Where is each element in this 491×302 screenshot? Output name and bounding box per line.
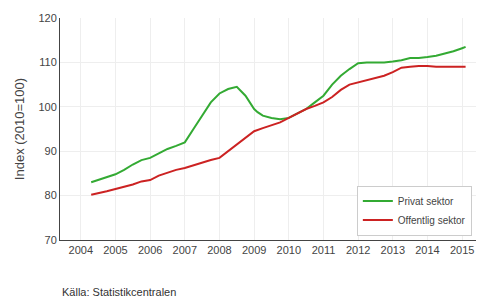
svg-text:2009: 2009 — [242, 244, 266, 256]
svg-text:Offentlig sektor: Offentlig sektor — [398, 215, 466, 226]
svg-text:110: 110 — [39, 56, 57, 68]
svg-text:2015: 2015 — [450, 244, 474, 256]
svg-text:90: 90 — [45, 145, 57, 157]
svg-text:2008: 2008 — [207, 244, 231, 256]
svg-text:2012: 2012 — [346, 244, 370, 256]
svg-text:2004: 2004 — [69, 244, 93, 256]
svg-text:2011: 2011 — [312, 244, 336, 256]
svg-text:70: 70 — [45, 234, 57, 246]
svg-text:120: 120 — [38, 12, 56, 24]
svg-text:100: 100 — [38, 101, 56, 113]
svg-text:2007: 2007 — [173, 244, 197, 256]
svg-text:2005: 2005 — [103, 244, 127, 256]
svg-text:Privat sektor: Privat sektor — [398, 196, 454, 207]
svg-text:2006: 2006 — [138, 244, 162, 256]
svg-text:Källa: Statistikcentralen: Källa: Statistikcentralen — [62, 286, 176, 298]
svg-text:2013: 2013 — [381, 244, 405, 256]
svg-text:80: 80 — [45, 189, 57, 201]
svg-text:2014: 2014 — [415, 244, 439, 256]
svg-text:2010: 2010 — [277, 244, 301, 256]
svg-text:Index (2010=100): Index (2010=100) — [12, 78, 27, 180]
